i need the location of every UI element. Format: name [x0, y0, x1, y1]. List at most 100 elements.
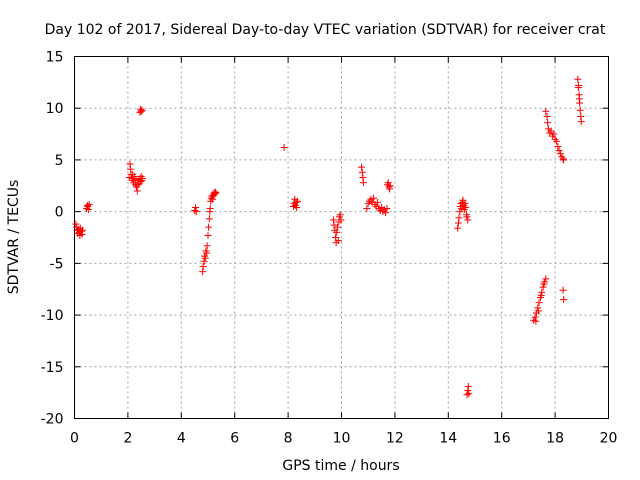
data-point — [464, 387, 472, 395]
data-point — [560, 156, 568, 164]
data-point — [127, 165, 135, 173]
y-tick-label: -5 — [50, 256, 64, 272]
y-tick-label: 10 — [46, 101, 64, 117]
data-point — [465, 390, 473, 398]
data-point — [550, 130, 558, 138]
data-point — [576, 106, 584, 114]
x-tick-label: 18 — [546, 431, 564, 447]
data-point — [560, 296, 568, 304]
data-point — [358, 163, 366, 171]
data-point — [544, 119, 552, 127]
data-point — [192, 208, 200, 216]
data-point — [206, 205, 214, 213]
data-point — [201, 254, 209, 262]
data-point — [200, 257, 208, 265]
data-point — [542, 107, 550, 115]
data-point — [386, 182, 394, 190]
data-point — [205, 215, 213, 223]
data-point — [559, 155, 567, 163]
data-point — [85, 200, 93, 208]
grid-lines — [74, 56, 609, 419]
data-point — [138, 106, 146, 114]
data-point — [84, 206, 92, 214]
data-point — [337, 216, 345, 224]
chart-title: Day 102 of 2017, Sidereal Day-to-day VTE… — [45, 22, 606, 38]
data-point — [577, 118, 585, 126]
y-tick-label: -20 — [41, 412, 64, 428]
data-point — [454, 219, 462, 227]
data-point — [552, 137, 560, 145]
y-tick-label: -10 — [41, 308, 64, 324]
y-axis-label: SDTVAR / TECUs — [6, 180, 22, 295]
data-point — [535, 307, 543, 315]
data-point — [79, 226, 87, 234]
data-point — [133, 187, 141, 195]
data-point — [280, 144, 288, 152]
data-point — [463, 213, 471, 221]
data-point — [542, 275, 550, 283]
data-point — [131, 172, 139, 180]
data-point — [370, 194, 378, 202]
y-tick-labels: -20 -15 -10 -5 0 5 10 15 — [41, 50, 64, 428]
x-tick-label: 20 — [600, 431, 618, 447]
data-point — [333, 223, 341, 231]
data-point — [137, 107, 145, 115]
data-point — [556, 150, 564, 158]
data-point — [336, 211, 344, 219]
x-tick-label: 14 — [439, 431, 457, 447]
data-point — [464, 382, 472, 390]
data-point — [455, 214, 463, 222]
data-point — [333, 228, 341, 236]
data-point — [205, 223, 213, 231]
data-point — [462, 204, 470, 212]
data-point — [554, 142, 562, 150]
data-point — [359, 179, 367, 187]
data-point — [577, 112, 585, 120]
x-tick-label: 12 — [386, 431, 404, 447]
data-point — [464, 216, 472, 224]
data-point — [191, 204, 199, 212]
data-point — [534, 304, 542, 312]
data-point — [537, 291, 545, 299]
data-point — [559, 286, 567, 294]
data-points — [72, 75, 585, 399]
data-point — [555, 147, 563, 155]
data-point — [532, 317, 540, 325]
data-point — [575, 95, 583, 103]
data-point — [574, 75, 582, 83]
data-point — [374, 198, 382, 206]
data-point — [203, 249, 211, 257]
data-point — [203, 242, 211, 250]
data-point — [126, 160, 134, 168]
data-point — [334, 237, 342, 245]
data-point — [382, 209, 390, 217]
data-point — [199, 262, 207, 270]
y-tick-label: 15 — [46, 50, 64, 66]
x-tick-labels: 0 2 4 6 8 10 12 14 16 18 20 — [70, 431, 617, 447]
data-point — [539, 283, 547, 291]
x-tick-label: 6 — [230, 431, 239, 447]
data-point — [386, 185, 394, 193]
data-point — [543, 112, 551, 120]
x-tick-label: 10 — [333, 431, 351, 447]
data-point — [461, 199, 469, 207]
data-point — [292, 198, 300, 206]
x-tick-label: 16 — [493, 431, 511, 447]
data-point — [211, 188, 219, 196]
data-point — [363, 205, 371, 213]
x-tick-label: 2 — [123, 431, 132, 447]
data-point — [463, 391, 471, 399]
data-point — [538, 288, 546, 296]
data-point — [540, 280, 548, 288]
x-tick-label: 8 — [284, 431, 293, 447]
data-point — [212, 189, 220, 197]
data-point — [77, 227, 85, 235]
y-tick-label: 0 — [55, 205, 64, 221]
data-point — [329, 216, 337, 224]
data-point — [575, 81, 583, 89]
data-point — [535, 299, 543, 307]
data-point — [83, 201, 91, 209]
data-point — [293, 197, 301, 205]
data-point — [139, 175, 147, 183]
